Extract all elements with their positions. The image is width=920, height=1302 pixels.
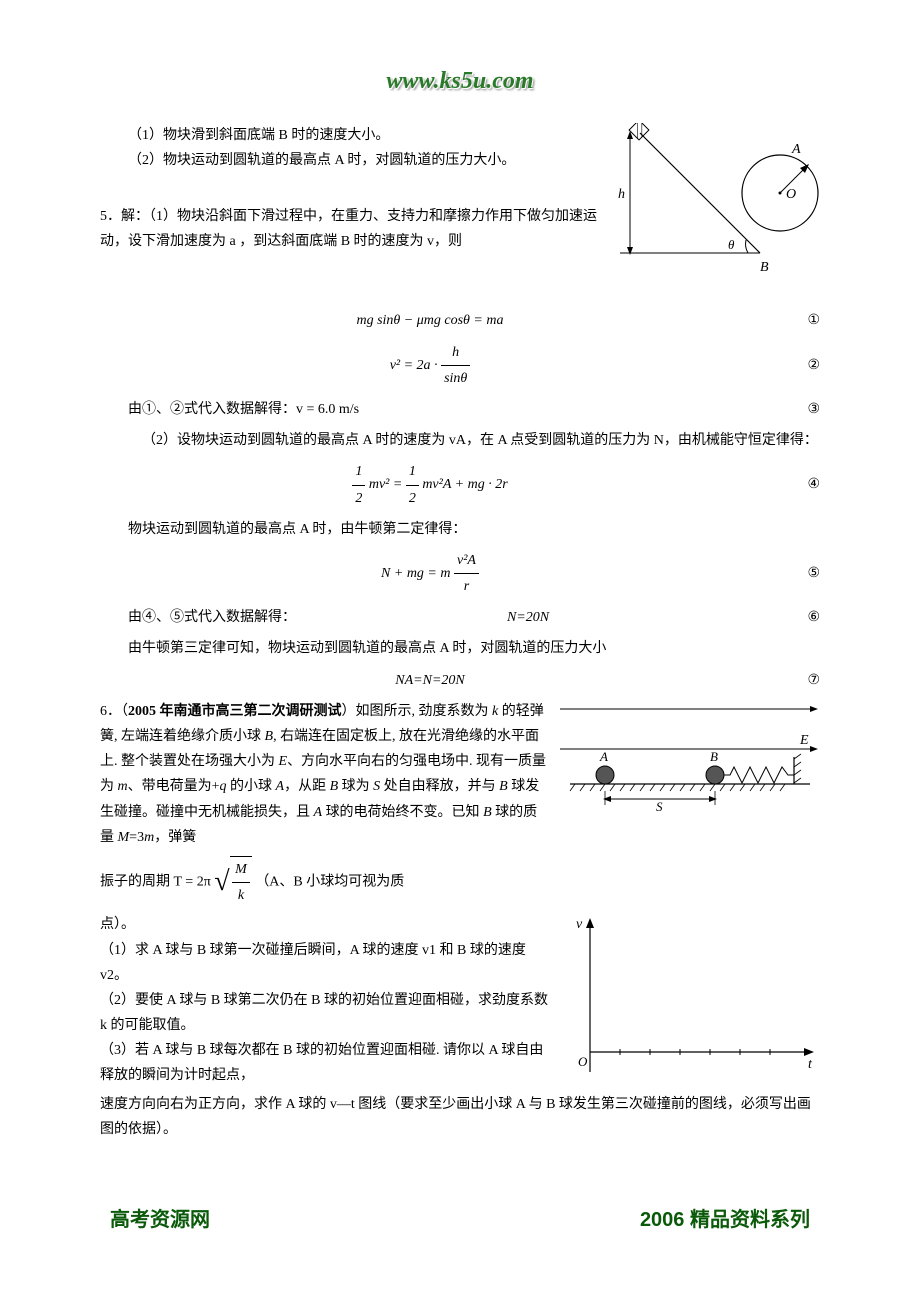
p5-eq2-num: ② (760, 353, 820, 378)
p5-line7: 由牛顿第三定律可知，物块运动到圆轨道的最高点 A 时，对圆轨道的压力大小 (100, 636, 820, 661)
p6-q2: （2）要使 A 球与 B 球第二次仍在 B 球的初始位置迎面相碰，求劲度系数 k… (100, 988, 550, 1038)
svg-text:B: B (760, 260, 769, 275)
page-footer: 高考资源网 2006 精品资料系列 (100, 1202, 820, 1238)
p5-eq4-num: ④ (760, 472, 820, 497)
spring-diagram: E (560, 699, 820, 850)
p5-eq7-num: ⑦ (760, 668, 820, 693)
logo-text: www.ks5u.com (386, 68, 533, 94)
svg-text:θ: θ (728, 237, 735, 252)
p6-intro: 6．（2005 年南通市高三第二次调研测试）如图所示, 劲度系数为 k 的轻弹簧… (100, 699, 550, 850)
p5-line8-mid: NA=N=20N (100, 668, 760, 693)
p5-eq1-row: mg sinθ − μmg cosθ = ma ① (100, 308, 820, 333)
svg-text:O: O (786, 187, 796, 202)
footer-left: 高考资源网 (110, 1202, 210, 1238)
p5-eq1: mg sinθ − μmg cosθ = ma (100, 308, 760, 333)
svg-text:O: O (578, 1054, 588, 1069)
p5-eq3-num: ③ (760, 397, 820, 422)
p5-eq2-row: v² = 2a · h sinθ ② (100, 340, 820, 391)
p5-part2-intro: （2）设物块运动到圆轨道的最高点 A 时的速度为 vA，在 A 点受到圆轨道的压… (100, 428, 820, 453)
p6-tail: 速度方向向右为正方向，求作 A 球的 v—t 图线（要求至少画出小球 A 与 B… (100, 1092, 820, 1142)
p6-q3: （3）若 A 球与 B 球每次都在 B 球的初始位置迎面相碰. 请你以 A 球自… (100, 1038, 550, 1088)
p5-line6-left: 由④、⑤式代入数据解得： (100, 605, 296, 630)
p5-eq6-num: ⑥ (760, 605, 820, 630)
p5-eq2: v² = 2a · h sinθ (100, 340, 760, 391)
p5-eq5: N + mg = m v²A r (100, 548, 760, 599)
svg-text:E: E (799, 733, 809, 748)
svg-text:h: h (618, 187, 625, 202)
p6-dian: 点）。 (100, 912, 550, 937)
p5-line3: 由①、②式代入数据解得：v = 6.0 m/s (100, 397, 760, 422)
footer-right: 2006 精品资料系列 (640, 1202, 810, 1238)
p5-line6-mid: N=20N (296, 605, 760, 630)
p5-line6-row: 由④、⑤式代入数据解得： N=20N ⑥ (100, 605, 820, 630)
inclined-circle-diagram: h θ O A (610, 123, 820, 302)
svg-text:A: A (599, 749, 608, 764)
p6-q1: （1）求 A 球与 B 球第一次碰撞后瞬间，A 球的速度 v1 和 B 球的速度… (100, 938, 550, 988)
header-logo: www.ks5u.com (100, 60, 820, 103)
svg-text:S: S (656, 799, 663, 814)
svg-text:B: B (710, 749, 718, 764)
page-container: www.ks5u.com h θ (0, 0, 920, 1278)
svg-text:v: v (576, 917, 583, 932)
p5-line5: 物块运动到圆轨道的最高点 A 时，由牛顿第二定律得： (100, 517, 820, 542)
p6-period-line: 振子的周期 T = 2π √ M k （A、B 小球均可视为质 (100, 856, 820, 908)
p5-eq5-num: ⑤ (760, 561, 820, 586)
problem-5-section: h θ O A (100, 123, 820, 693)
problem-6-section: 6．（2005 年南通市高三第二次调研测试）如图所示, 劲度系数为 k 的轻弹簧… (100, 699, 820, 1142)
p5-line8-row: NA=N=20N ⑦ (100, 668, 820, 693)
p5-eq1-num: ① (760, 308, 820, 333)
p5-line3-row: 由①、②式代入数据解得：v = 6.0 m/s ③ (100, 397, 820, 422)
p5-eq4-row: 1 2 mv² = 1 2 mv²A + mg · 2r ④ (100, 459, 820, 510)
p5-eq5-row: N + mg = m v²A r ⑤ (100, 548, 820, 599)
vt-graph-diagram: v t O (560, 912, 820, 1091)
p5-eq4: 1 2 mv² = 1 2 mv²A + mg · 2r (100, 459, 760, 510)
svg-text:A: A (791, 142, 801, 157)
svg-text:t: t (808, 1057, 813, 1072)
